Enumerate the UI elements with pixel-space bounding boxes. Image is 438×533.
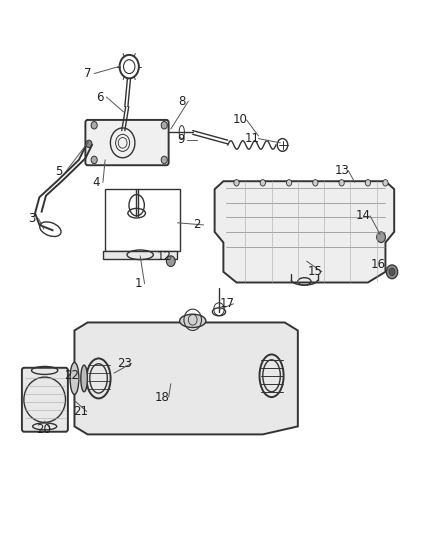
Circle shape [339,180,344,186]
Text: 4: 4 [92,176,100,189]
Text: 2: 2 [193,219,201,231]
Text: 16: 16 [371,259,385,271]
Circle shape [377,232,385,243]
Circle shape [234,180,239,186]
Text: 14: 14 [356,209,371,222]
Ellipse shape [81,365,87,392]
Text: 11: 11 [244,132,259,145]
Text: 17: 17 [219,297,234,310]
Text: 15: 15 [308,265,323,278]
Text: 23: 23 [117,357,132,370]
Circle shape [161,156,167,164]
FancyBboxPatch shape [22,368,68,432]
Circle shape [313,180,318,186]
Circle shape [386,265,398,279]
FancyBboxPatch shape [85,120,169,165]
Circle shape [86,140,92,148]
Ellipse shape [180,314,206,327]
Text: 5: 5 [56,165,63,178]
Text: 7: 7 [84,67,92,80]
Polygon shape [74,322,298,434]
Circle shape [383,180,388,186]
Circle shape [286,180,292,186]
Circle shape [91,156,97,164]
Text: 8: 8 [178,95,185,108]
Circle shape [161,122,167,129]
Text: 13: 13 [334,164,349,177]
Text: 10: 10 [233,114,247,126]
Circle shape [166,256,175,266]
Text: 18: 18 [155,391,170,403]
Text: 20: 20 [36,423,51,435]
Circle shape [260,180,265,186]
Circle shape [389,268,395,276]
Text: 1: 1 [134,277,142,290]
Text: 9: 9 [177,133,185,146]
Text: 12: 12 [157,251,172,263]
Text: 22: 22 [64,369,79,382]
Circle shape [91,122,97,129]
Text: 3: 3 [28,212,35,225]
Ellipse shape [70,362,79,394]
Text: 6: 6 [96,91,104,103]
Polygon shape [215,181,394,282]
Polygon shape [103,251,177,259]
Circle shape [365,180,371,186]
Text: 21: 21 [73,405,88,418]
